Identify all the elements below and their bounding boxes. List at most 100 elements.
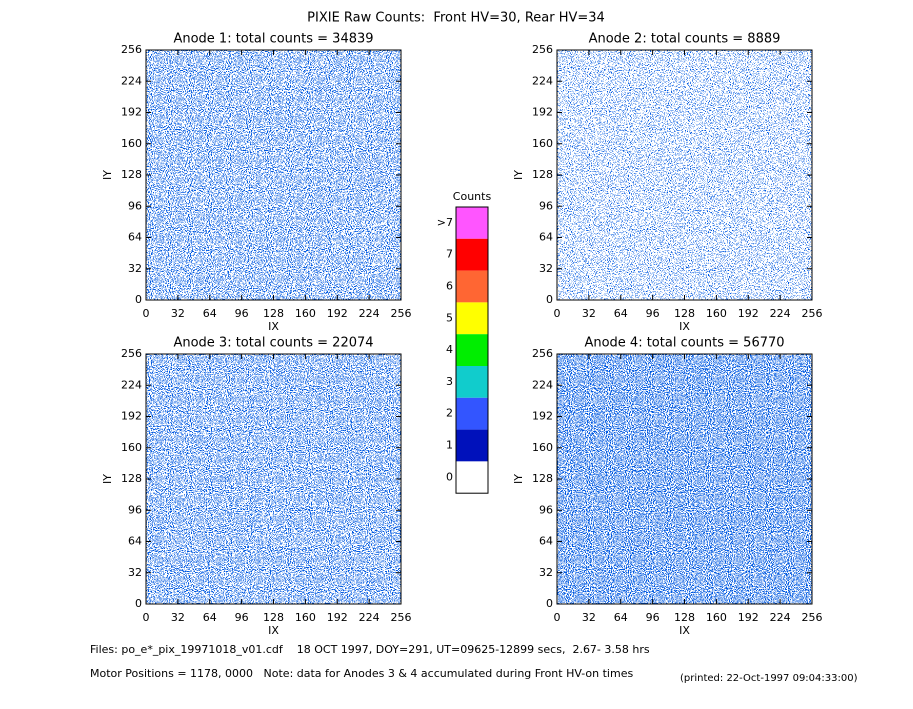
y-tick-label: 32 <box>539 566 553 579</box>
colorbar-label: 1 <box>446 439 453 452</box>
y-tick-label: 256 <box>121 347 142 360</box>
panel-title: Anode 2: total counts = 8889 <box>589 32 781 47</box>
x-tick-label: 0 <box>554 611 561 624</box>
colorbar-label: 4 <box>446 343 453 356</box>
x-axis-label: IX <box>268 624 279 637</box>
colorbar-swatch <box>456 366 488 398</box>
x-tick-label: 64 <box>614 611 628 624</box>
x-tick-label: 0 <box>554 307 561 320</box>
panel-title: Anode 4: total counts = 56770 <box>584 336 784 351</box>
x-tick-label: 160 <box>706 611 727 624</box>
count-image <box>146 50 401 300</box>
colorbar-swatch <box>456 429 488 462</box>
x-tick-label: 96 <box>646 611 660 624</box>
x-tick-label: 192 <box>327 307 348 320</box>
colorbar-swatch <box>456 270 488 303</box>
x-tick-label: 64 <box>203 307 217 320</box>
y-tick-label: 32 <box>128 566 142 579</box>
y-axis-label: IY <box>101 170 114 180</box>
y-tick-label: 96 <box>128 503 142 516</box>
x-tick-label: 96 <box>235 611 249 624</box>
colorbar-swatch <box>456 461 488 494</box>
count-image <box>557 50 812 300</box>
y-tick-label: 160 <box>532 441 553 454</box>
colorbar-swatch <box>456 397 488 430</box>
y-tick-label: 0 <box>546 597 553 610</box>
y-tick-label: 64 <box>128 535 142 548</box>
y-tick-label: 192 <box>532 410 553 423</box>
x-tick-label: 96 <box>646 307 660 320</box>
x-tick-label: 128 <box>674 307 695 320</box>
x-tick-label: 192 <box>327 611 348 624</box>
y-tick-label: 96 <box>539 503 553 516</box>
colorbar-label: 2 <box>446 407 453 420</box>
panel-title: Anode 1: total counts = 34839 <box>173 32 373 47</box>
x-axis-label: IX <box>679 320 690 333</box>
x-tick-label: 32 <box>171 307 185 320</box>
y-tick-label: 192 <box>121 106 142 119</box>
y-tick-label: 224 <box>121 378 142 391</box>
x-tick-label: 32 <box>582 307 596 320</box>
y-tick-label: 160 <box>121 137 142 150</box>
y-tick-label: 96 <box>128 199 142 212</box>
colorbar-frame <box>455 206 489 494</box>
y-tick-label: 128 <box>532 168 553 181</box>
y-tick-label: 0 <box>135 293 142 306</box>
x-tick-label: 128 <box>263 307 284 320</box>
y-tick-label: 32 <box>539 262 553 275</box>
y-tick-label: 256 <box>532 43 553 56</box>
y-tick-label: 160 <box>121 441 142 454</box>
x-tick-label: 256 <box>802 611 823 624</box>
x-tick-label: 224 <box>359 307 380 320</box>
panel-title: Anode 3: total counts = 22074 <box>173 336 373 351</box>
x-tick-label: 64 <box>614 307 628 320</box>
y-tick-label: 64 <box>539 231 553 244</box>
x-tick-label: 32 <box>171 611 185 624</box>
y-tick-label: 128 <box>121 168 142 181</box>
x-tick-label: 256 <box>391 611 412 624</box>
colorbar-label: 7 <box>446 248 453 261</box>
y-tick-label: 192 <box>532 106 553 119</box>
colorbar-swatch <box>456 302 488 335</box>
x-tick-label: 192 <box>738 611 759 624</box>
page-title: PIXIE Raw Counts: Front HV=30, Rear HV=3… <box>307 11 605 26</box>
footer-files: Files: po_e*_pix_19971018_v01.cdf 18 OCT… <box>90 643 650 656</box>
y-tick-label: 160 <box>532 137 553 150</box>
y-tick-label: 224 <box>121 74 142 87</box>
x-tick-label: 160 <box>295 611 316 624</box>
y-axis-label: IY <box>512 474 525 484</box>
y-axis-label: IY <box>101 474 114 484</box>
y-tick-label: 64 <box>128 231 142 244</box>
x-tick-label: 256 <box>391 307 412 320</box>
x-axis-label: IX <box>268 320 279 333</box>
y-tick-label: 0 <box>135 597 142 610</box>
x-tick-label: 224 <box>359 611 380 624</box>
footer-motor: Motor Positions = 1178, 0000 Note: data … <box>90 667 633 680</box>
y-tick-label: 128 <box>121 472 142 485</box>
y-tick-label: 192 <box>121 410 142 423</box>
colorbar-swatch <box>456 238 488 271</box>
x-tick-label: 0 <box>143 307 150 320</box>
x-tick-label: 160 <box>706 307 727 320</box>
x-tick-label: 96 <box>235 307 249 320</box>
x-tick-label: 256 <box>802 307 823 320</box>
x-tick-label: 32 <box>582 611 596 624</box>
y-tick-label: 0 <box>546 293 553 306</box>
colorbar-label: 0 <box>446 470 453 483</box>
x-tick-label: 128 <box>674 611 695 624</box>
y-tick-label: 64 <box>539 535 553 548</box>
x-tick-label: 224 <box>770 307 791 320</box>
y-tick-label: 256 <box>532 347 553 360</box>
x-tick-label: 64 <box>203 611 217 624</box>
colorbar-label: 5 <box>446 311 453 324</box>
colorbar-label: 6 <box>446 280 453 293</box>
x-tick-label: 128 <box>263 611 284 624</box>
y-tick-label: 128 <box>532 472 553 485</box>
x-tick-label: 192 <box>738 307 759 320</box>
count-image <box>146 354 401 604</box>
y-tick-label: 224 <box>532 74 553 87</box>
x-axis-label: IX <box>679 624 690 637</box>
colorbar-label: >7 <box>437 216 453 229</box>
footer-printed: (printed: 22-Oct-1997 09:04:33:00) <box>680 673 858 684</box>
